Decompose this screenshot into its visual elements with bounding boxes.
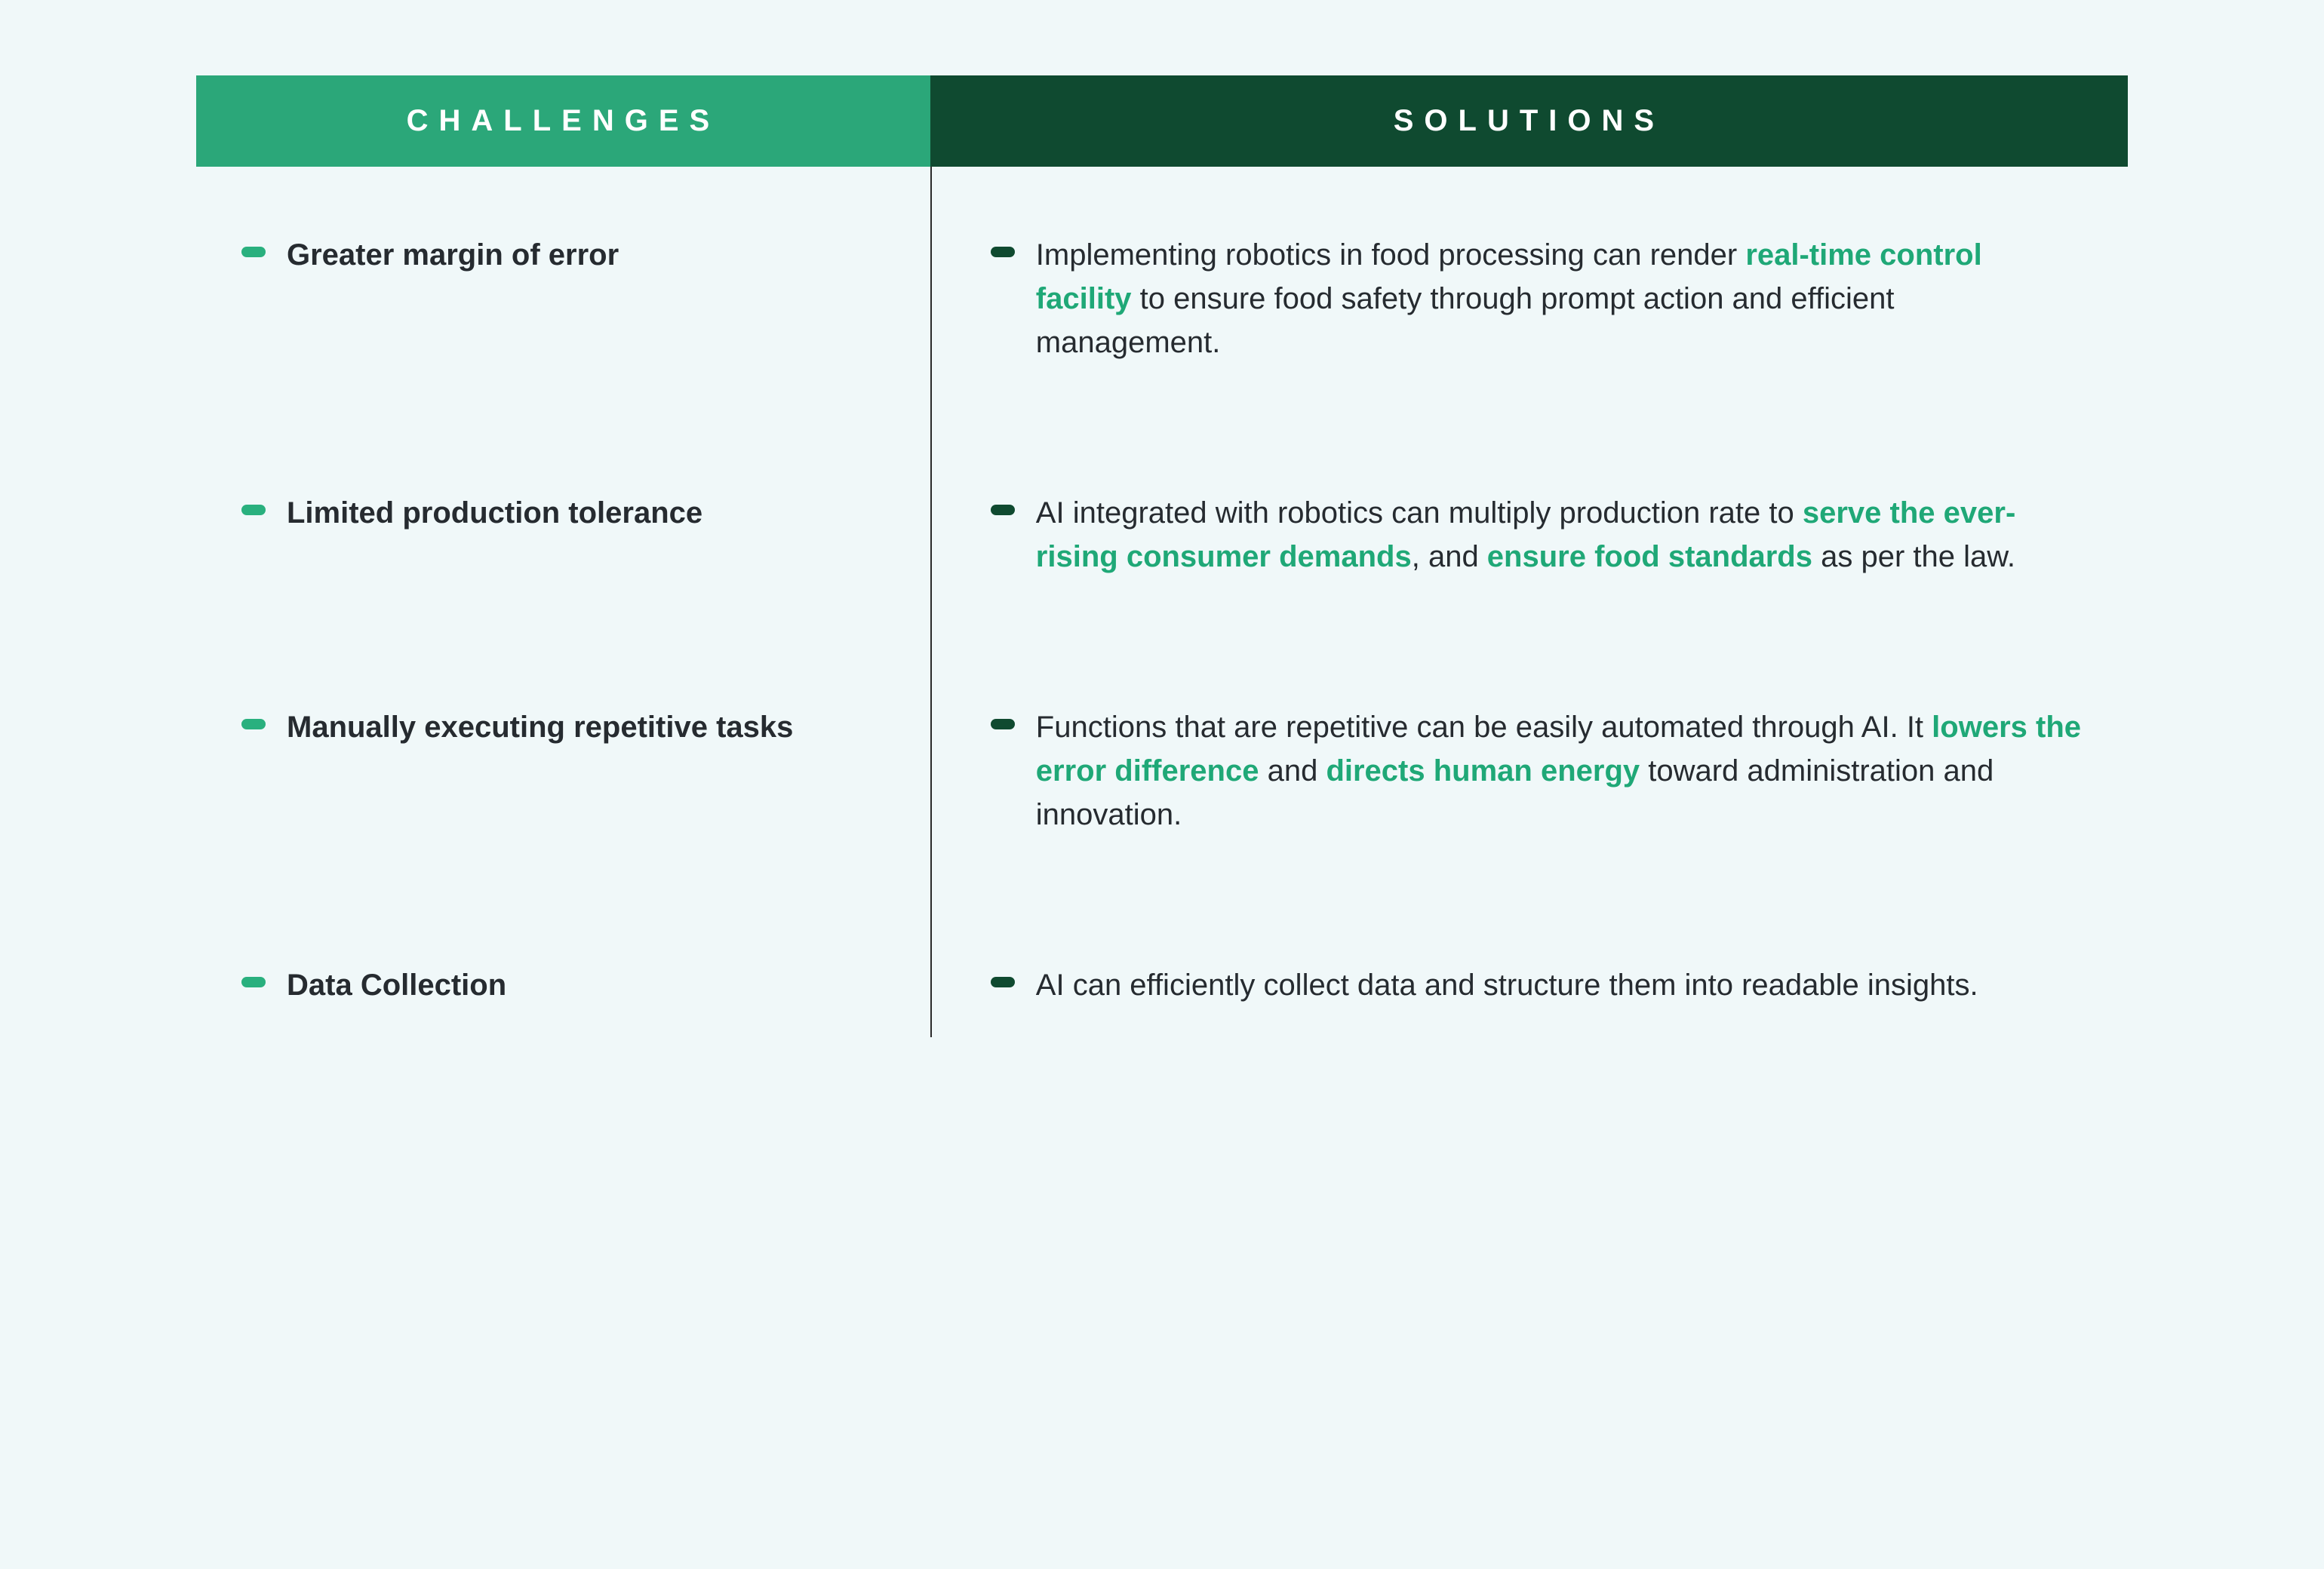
challenge-cell: Data Collection [196,963,930,1007]
challenge-cell: Limited production tolerance [196,491,930,579]
text-span: and [1259,754,1326,788]
solution-text: Implementing robotics in food processing… [1036,233,2083,364]
bullet-icon [241,505,266,515]
text-span: as per the law. [1812,540,2015,573]
challenge-text: Data Collection [287,963,506,1007]
header-challenges: CHALLENGES [196,75,930,167]
table-row: Data Collection AI can efficiently collec… [196,927,2128,1037]
solution-cell: AI integrated with robotics can multiply… [930,491,2128,579]
table-header-row: CHALLENGES SOLUTIONS [196,75,2128,167]
bullet-icon [241,719,266,729]
text-span: , and [1412,540,1487,573]
column-divider [930,167,932,1037]
table-body: Greater margin of error Implementing robo… [196,167,2128,1037]
solution-cell: Functions that are repetitive can be eas… [930,705,2128,837]
text-span: to ensure food safety through prompt act… [1036,282,1895,359]
bullet-icon [991,977,1015,987]
bullet-icon [241,977,266,987]
text-span: Functions that are repetitive can be eas… [1036,711,1932,744]
bullet-icon [991,505,1015,515]
table-row: Manually executing repetitive tasks Funct… [196,669,2128,927]
table-row: Greater margin of error Implementing robo… [196,197,2128,455]
highlight-span: directs human energy [1326,754,1640,788]
comparison-table: CHALLENGES SOLUTIONS Greater margin of e… [196,75,2128,1037]
bullet-icon [241,247,266,257]
challenge-text: Greater margin of error [287,233,619,277]
bullet-icon [991,719,1015,729]
highlight-span: ensure food standards [1487,540,1812,573]
challenge-cell: Greater margin of error [196,233,930,364]
solution-cell: Implementing robotics in food processing… [930,233,2128,364]
solution-text: AI can efficiently collect data and stru… [1036,963,1978,1007]
challenge-text: Limited production tolerance [287,491,702,535]
bullet-icon [991,247,1015,257]
challenge-cell: Manually executing repetitive tasks [196,705,930,837]
infographic-canvas: CHALLENGES SOLUTIONS Greater margin of e… [0,0,2324,1569]
challenge-text: Manually executing repetitive tasks [287,705,793,749]
solution-cell: AI can efficiently collect data and stru… [930,963,2128,1007]
text-span: Implementing robotics in food processing… [1036,238,1746,272]
header-solutions: SOLUTIONS [930,75,2128,167]
solution-text: Functions that are repetitive can be eas… [1036,705,2083,837]
text-span: AI can efficiently collect data and stru… [1036,969,1978,1002]
table-row: Limited production tolerance AI integrate… [196,455,2128,669]
text-span: AI integrated with robotics can multiply… [1036,496,1803,530]
solution-text: AI integrated with robotics can multiply… [1036,491,2083,579]
